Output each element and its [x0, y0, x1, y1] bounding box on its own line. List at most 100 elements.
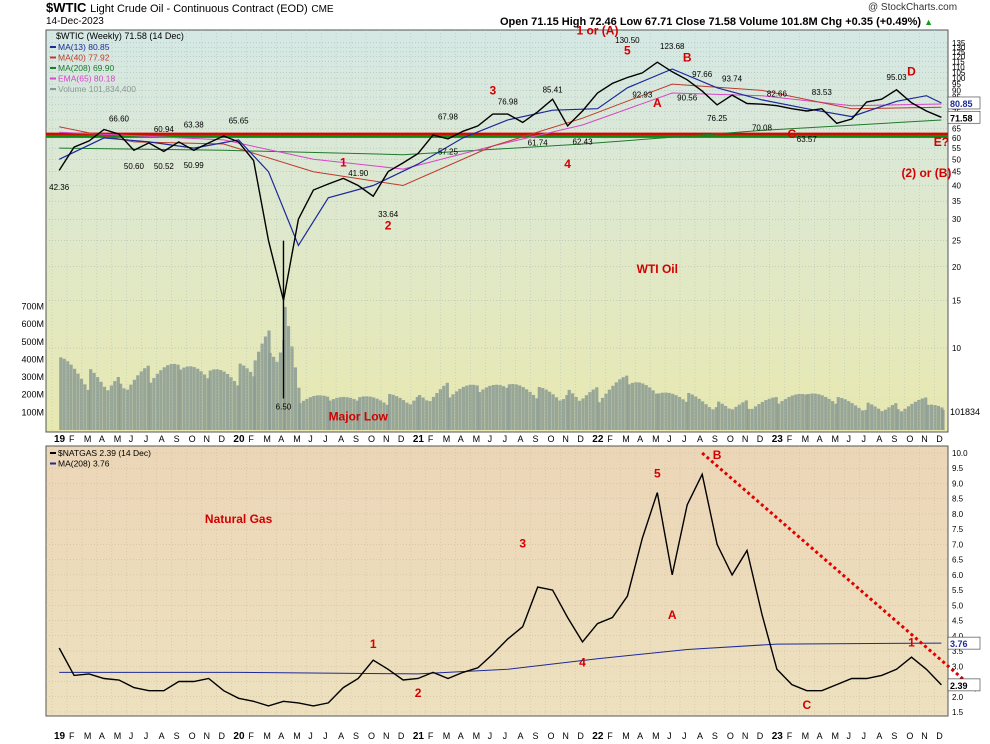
gas-wave-label: 1 [908, 635, 915, 649]
oil-x-tick-label: D [936, 434, 943, 444]
volume-bar [445, 382, 449, 430]
gas-wave-label: 5 [654, 466, 661, 480]
gas-x-tick-label: J [503, 731, 508, 741]
volume-bar [671, 393, 675, 430]
oil-x-tick-label: M [84, 434, 92, 444]
oil-value-label: 76.98 [498, 98, 519, 107]
gas-x-tick-label: A [159, 731, 165, 741]
volume-bar [544, 389, 548, 430]
volume-bar [129, 384, 133, 430]
volume-bar [704, 404, 708, 430]
volume-bar [96, 377, 100, 430]
oil-x-tick-label: 23 [772, 434, 784, 445]
volume-bar [537, 387, 541, 430]
oil-chart-title: $WTIC (Weekly) 71.58 (14 Dec) [56, 31, 184, 41]
ma208-line [59, 119, 942, 156]
gas-x-tick-label: J [861, 731, 866, 741]
volume-bar [132, 379, 136, 430]
volume-bar [355, 400, 360, 430]
oil-x-tick-label: J [308, 434, 313, 444]
oil-legend-label: MA(208) 69.90 [58, 63, 114, 73]
volume-bar [319, 395, 323, 430]
volume-bar [724, 406, 728, 430]
volume-bar [212, 369, 216, 430]
gas-x-tick-label: A [458, 731, 464, 741]
volume-bar [238, 363, 242, 430]
price-tag-box [947, 96, 981, 110]
volume-bar [890, 405, 894, 430]
gas-x-tick-label: J [323, 731, 328, 741]
oil-x-tick-label: 19 [54, 434, 66, 445]
volume-bar [125, 389, 130, 430]
volume-bar [941, 409, 945, 430]
volume-bar [155, 373, 159, 430]
volume-bar [352, 399, 356, 430]
volume-bar [929, 404, 934, 430]
volume-bar [581, 398, 585, 430]
volume-bar [674, 395, 678, 430]
volume-bar [595, 387, 599, 430]
volume-bar [76, 373, 80, 430]
gas-y-tick-label: 5.5 [952, 586, 964, 595]
volume-bar [831, 401, 835, 430]
oil-y-tick-label: 65 [952, 125, 961, 134]
oil-wave-label: E? [934, 135, 949, 149]
gas-x-tick-label: O [547, 731, 554, 741]
volume-bar [326, 396, 330, 430]
volume-bar [215, 369, 219, 430]
price-tag-box [947, 110, 981, 124]
gas-x-tick-label: S [891, 731, 897, 741]
oil-x-tick-label: J [847, 434, 852, 444]
volume-bar [398, 397, 402, 430]
gas-x-tick-label: O [727, 731, 734, 741]
oil-value-label: 130.50 [615, 36, 640, 45]
oil-x-tick-label: A [817, 434, 823, 444]
volume-bar [275, 361, 279, 430]
date-label: 14-Dec-2023 [46, 16, 104, 27]
volume-bar [900, 411, 904, 430]
volume-bar [435, 393, 439, 430]
volume-bar [611, 385, 615, 430]
volume-bar [880, 411, 884, 430]
gas-x-tick-label: J [488, 731, 493, 741]
gas-wave-label: 1 [370, 637, 377, 651]
volume-bar [794, 394, 798, 430]
oil-x-tick-label: J [323, 434, 328, 444]
volume-bar [757, 404, 761, 430]
oil-x-tick-label: N [562, 434, 569, 444]
volume-bar [199, 371, 203, 430]
gas-y-tick-label: 3.5 [952, 647, 964, 656]
volume-bar [694, 396, 698, 430]
volume-bar [917, 400, 921, 430]
volume-bar [382, 402, 386, 430]
oil-x-tick-label: O [906, 434, 913, 444]
volume-bar [236, 385, 240, 430]
volume-bar [283, 306, 287, 430]
volume-bar [298, 403, 302, 430]
volume-bar [136, 375, 140, 430]
volume-bar [521, 387, 525, 430]
volume-bar [637, 382, 641, 430]
volume-bar [73, 368, 77, 430]
volume-bar [428, 401, 432, 430]
volume-bar [561, 399, 565, 430]
volume-bar [797, 394, 801, 430]
oil-x-tick-label: O [189, 434, 196, 444]
oil-x-tick-label: D [757, 434, 764, 444]
exchange-label: CME [311, 4, 334, 15]
volume-bar [744, 400, 748, 430]
volume-bar [412, 400, 416, 430]
oil-wave-label: 5 [624, 44, 631, 58]
volume-bar [192, 367, 196, 430]
volume-bar [750, 408, 754, 430]
volume-bar [245, 368, 249, 430]
gas-x-tick-label: O [368, 731, 375, 741]
oil-value-label: 60.94 [154, 125, 175, 134]
oil-x-tick-label: J [488, 434, 493, 444]
volume-bar [388, 394, 392, 430]
volume-bar [162, 367, 166, 430]
oil-y-tick-label: 15 [952, 296, 961, 305]
volume-bar [139, 371, 143, 430]
oil-legend-label: EMA(65) 80.18 [58, 74, 115, 84]
symbol-title: $WTIC [46, 0, 87, 15]
